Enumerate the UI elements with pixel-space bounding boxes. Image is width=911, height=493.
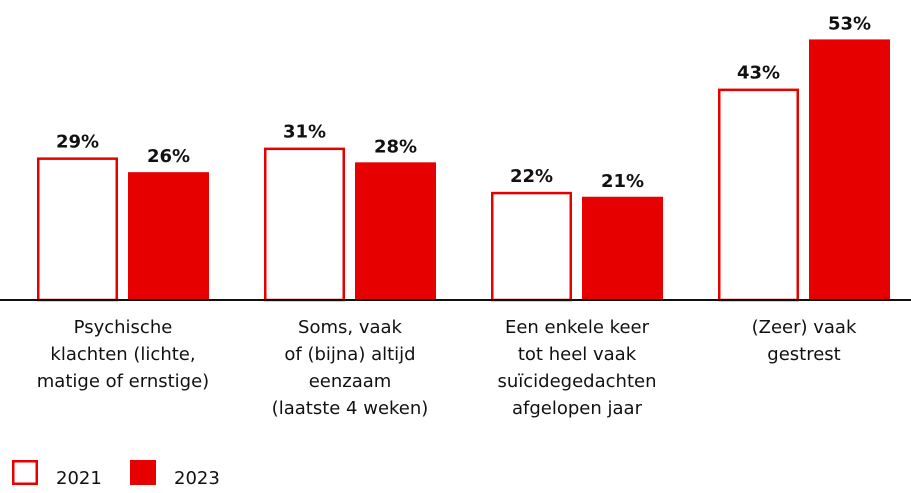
value-label: 21% bbox=[601, 171, 644, 192]
x-tick-label: eenzaam bbox=[309, 371, 392, 392]
x-tick-label: suïcidegedachten bbox=[498, 371, 657, 392]
x-tick-label: afgelopen jaar bbox=[512, 398, 643, 419]
legend-label: 2021 bbox=[56, 468, 102, 489]
value-label: 43% bbox=[737, 63, 780, 84]
value-label: 22% bbox=[510, 166, 553, 187]
x-tick-label: Soms, vaak bbox=[298, 317, 403, 338]
x-tick-label: Een enkele keer bbox=[505, 317, 650, 338]
bar bbox=[355, 162, 436, 300]
legend-swatch bbox=[130, 460, 156, 485]
x-tick-label: klachten (lichte, bbox=[50, 344, 195, 365]
value-label: 28% bbox=[374, 136, 417, 157]
bar bbox=[128, 172, 209, 300]
legend-swatch bbox=[12, 460, 38, 485]
bar bbox=[37, 157, 118, 302]
x-tick-label: of (bijna) altijd bbox=[284, 344, 415, 365]
value-label: 31% bbox=[283, 122, 326, 143]
bar bbox=[809, 39, 890, 301]
value-label: 26% bbox=[147, 146, 190, 167]
legend-label: 2023 bbox=[174, 468, 220, 489]
value-label: 29% bbox=[56, 131, 99, 152]
x-tick-label: gestrest bbox=[767, 344, 840, 365]
x-tick-label: matige of ernstige) bbox=[37, 371, 209, 392]
x-tick-label: (laatste 4 weken) bbox=[272, 398, 429, 419]
x-tick-label: tot heel vaak bbox=[518, 344, 637, 365]
bar bbox=[582, 196, 663, 300]
bar bbox=[718, 88, 799, 302]
x-tick-label: Psychische bbox=[74, 317, 173, 338]
x-tick-label: (Zeer) vaak bbox=[752, 317, 857, 338]
bar bbox=[491, 191, 572, 302]
value-label: 53% bbox=[828, 13, 871, 34]
bar bbox=[264, 147, 345, 302]
